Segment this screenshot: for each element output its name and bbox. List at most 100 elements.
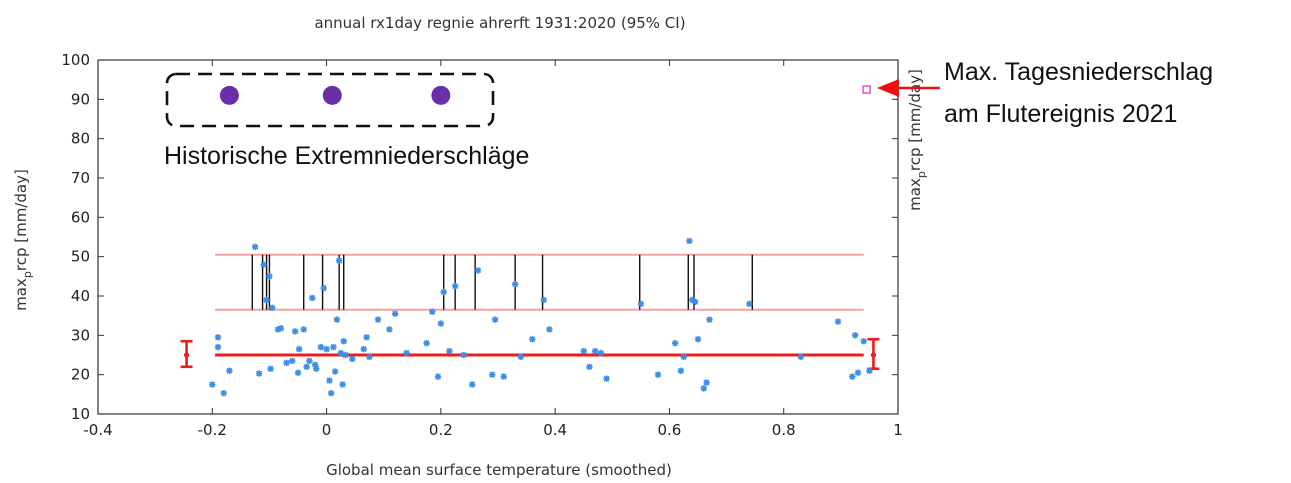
y-axis-label-right: maxprcp [mm/day]	[906, 69, 928, 211]
x-ticks: -0.4 -0.2 0 0.2 0.4 0.6 0.8 1	[83, 60, 903, 439]
x-tick-label: 0.2	[429, 421, 453, 439]
historic-event-point	[322, 85, 342, 105]
event-label-line1: Max. Tagesniederschlag	[944, 58, 1213, 86]
data-point	[349, 355, 356, 363]
data-point	[391, 310, 399, 317]
data-point	[854, 369, 862, 376]
data-point	[309, 294, 316, 302]
data-point	[269, 304, 276, 311]
error-bar	[180, 339, 193, 369]
y-label-rest: rcp [mm/day]	[12, 169, 30, 271]
data-point	[540, 296, 547, 304]
data-point	[429, 308, 436, 315]
data-point	[580, 347, 587, 355]
y-tick-label: 80	[71, 130, 90, 148]
data-point	[403, 349, 410, 357]
data-point	[440, 288, 447, 296]
y-tick-label: 90	[71, 90, 90, 108]
data-point	[849, 373, 856, 380]
data-point	[267, 365, 274, 372]
data-point	[529, 336, 536, 343]
data-point	[374, 316, 382, 323]
event-label-line2: am Flutereignis 2021	[944, 100, 1177, 128]
data-point	[327, 389, 335, 397]
data-point	[434, 373, 442, 380]
historic-event-point	[431, 85, 451, 105]
y-label-main-right: max	[906, 178, 924, 211]
data-point	[331, 368, 339, 375]
data-point	[700, 385, 707, 392]
y-label-sub: p	[21, 271, 34, 278]
y-tick-label: 30	[71, 326, 90, 344]
data-point	[746, 300, 753, 308]
data-point	[303, 363, 310, 370]
data-point	[686, 237, 693, 245]
data-point	[586, 363, 593, 370]
data-point	[511, 281, 519, 288]
data-point	[251, 243, 259, 251]
data-point	[469, 381, 476, 388]
data-point	[220, 389, 227, 397]
plot-frame	[97, 59, 899, 415]
data-point	[591, 347, 599, 355]
data-point	[546, 326, 553, 333]
data-point	[366, 353, 373, 361]
data-point	[291, 328, 299, 335]
fit-layer	[180, 337, 880, 371]
data-point	[277, 325, 285, 332]
data-point	[333, 316, 341, 323]
x-tick-label: -0.4	[83, 421, 112, 439]
y-tick-label: 70	[71, 169, 90, 187]
x-tick-label: 0.8	[772, 421, 796, 439]
y-label-sub-right: p	[915, 171, 928, 178]
data-point	[295, 345, 303, 353]
data-point	[860, 338, 867, 345]
data-point	[260, 261, 267, 268]
stems-layer	[251, 254, 753, 310]
data-point	[323, 345, 330, 353]
y-ticks: 10 20 30 40 50 60 70 80 90 100	[61, 51, 898, 423]
x-axis-label: Global mean surface temperature (smoothe…	[326, 461, 672, 479]
data-point	[360, 345, 367, 353]
y-tick-label: 60	[71, 208, 90, 226]
data-point	[446, 347, 453, 355]
x-tick-label: 1	[893, 421, 903, 439]
data-point	[437, 320, 445, 327]
data-point	[317, 343, 325, 351]
y-tick-label: 10	[71, 405, 90, 423]
y-label-rest-right: rcp [mm/day]	[906, 69, 924, 171]
y-tick-label: 50	[71, 248, 90, 266]
data-point	[209, 381, 216, 388]
data-point	[491, 316, 499, 323]
y-tick-label: 100	[61, 51, 90, 69]
y-label-main: max	[12, 278, 30, 311]
data-point	[214, 334, 222, 341]
data-point	[866, 367, 873, 374]
data-point	[363, 334, 370, 341]
event-2021-marker	[862, 85, 871, 94]
data-point	[214, 343, 222, 351]
data-point	[677, 367, 685, 374]
data-point	[340, 338, 347, 345]
data-point	[703, 379, 710, 386]
y-tick-label: 20	[71, 366, 90, 384]
data-point	[637, 300, 645, 308]
data-point	[834, 318, 842, 325]
data-point	[797, 353, 805, 361]
data-point	[597, 349, 605, 357]
data-point	[342, 351, 349, 359]
data-point	[680, 353, 687, 361]
event-2021	[862, 85, 871, 94]
data-point	[517, 353, 525, 361]
historic-events-label: Historische Extremniederschläge	[164, 142, 529, 170]
data-point	[326, 377, 333, 384]
data-point	[263, 296, 270, 304]
y-tick-label: 40	[71, 287, 90, 305]
data-point	[691, 298, 699, 306]
data-point	[451, 282, 459, 290]
data-point	[423, 340, 430, 347]
x-tick-label: -0.2	[198, 421, 227, 439]
data-point	[694, 336, 702, 343]
data-point	[339, 381, 346, 388]
